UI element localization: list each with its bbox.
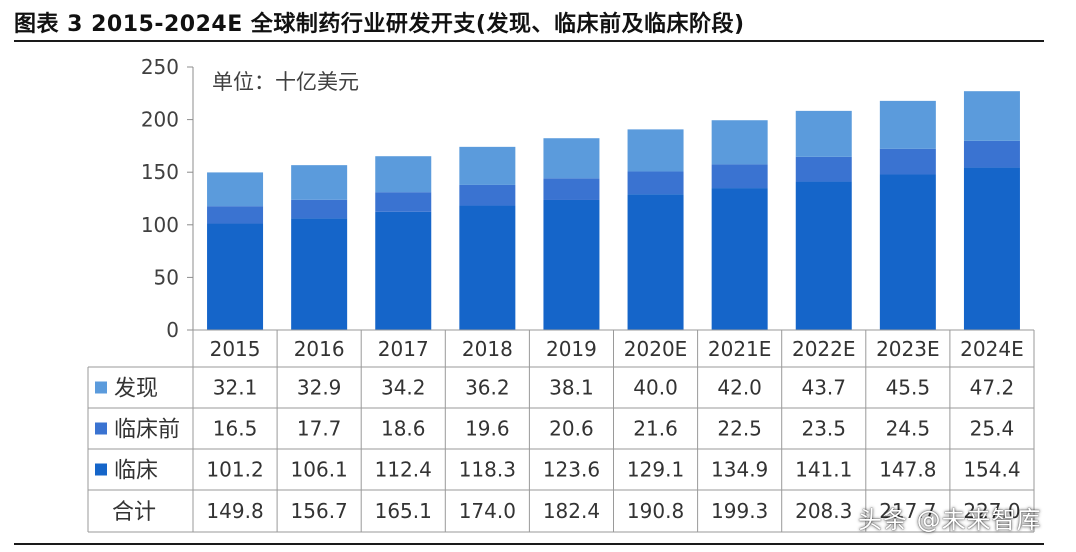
table-cell-value: 16.5 (213, 417, 258, 441)
table-cell-value: 24.5 (886, 417, 931, 441)
table-cell-value: 32.1 (213, 376, 258, 400)
bar-segment (459, 184, 516, 206)
bar-segment (795, 181, 852, 330)
table-cell-value: 227.0 (963, 499, 1020, 523)
table-cell-value: 42.0 (717, 376, 762, 400)
legend-swatch (95, 422, 107, 435)
table-cell-value: 23.5 (801, 417, 846, 441)
table-cell-value: 147.8 (879, 458, 936, 482)
table-cell-value: 112.4 (375, 458, 432, 482)
bottom-rule (14, 543, 1044, 545)
x-tick-label: 2020E (624, 337, 688, 361)
table-row-label: 临床 (114, 459, 158, 484)
table-cell-value: 149.8 (206, 499, 263, 523)
bar-segment (375, 156, 432, 193)
bar-segment (711, 188, 768, 330)
bar-segment (627, 171, 684, 195)
table-cell-value: 20.6 (549, 417, 594, 441)
bar-segment (207, 223, 264, 330)
table-cell-value: 18.6 (381, 417, 426, 441)
table-cell-value: 38.1 (549, 376, 594, 400)
table-cell-value: 217.7 (879, 499, 936, 523)
x-tick-label: 2018 (462, 337, 513, 361)
bar-segment (543, 178, 600, 200)
x-tick-label: 2016 (294, 337, 345, 361)
y-tick-label: 250 (141, 55, 179, 79)
bar-segment (543, 138, 600, 179)
table-cell-value: 165.1 (375, 499, 432, 523)
table-cell-value: 19.6 (465, 417, 510, 441)
table-cell-value: 156.7 (291, 499, 348, 523)
table-cell-value: 45.5 (886, 376, 931, 400)
bar-segment (207, 172, 264, 207)
table-cell-value: 118.3 (459, 458, 516, 482)
bar-segment (963, 91, 1020, 141)
y-tick-label: 150 (141, 160, 179, 184)
y-tick-label: 100 (141, 213, 179, 237)
bar-segment (459, 205, 516, 330)
x-tick-label: 2022E (792, 337, 856, 361)
table-cell-value: 123.6 (543, 458, 600, 482)
y-tick-label: 50 (154, 265, 179, 289)
table-cell-value: 174.0 (459, 499, 516, 523)
bar-segment (627, 129, 684, 172)
bar-segment (963, 167, 1020, 330)
table-cell-value: 106.1 (291, 458, 348, 482)
table-cell-value: 101.2 (206, 458, 263, 482)
bar-segment (543, 199, 600, 330)
table-cell-value: 43.7 (801, 376, 846, 400)
table-cell-value: 199.3 (711, 499, 768, 523)
bar-segment (879, 174, 936, 330)
bar-segment (459, 146, 516, 185)
bar-segment (963, 140, 1020, 168)
bar-segment (375, 211, 432, 330)
table-row-label: 发现 (114, 377, 158, 402)
legend-swatch (95, 381, 107, 394)
bar-segment (879, 148, 936, 175)
title-rule (14, 40, 1044, 42)
x-tick-label: 2021E (708, 337, 772, 361)
table-cell-value: 134.9 (711, 458, 768, 482)
chart-title: 图表 3 2015-2024E 全球制药行业研发开支(发现、临床前及临床阶段) (14, 12, 745, 37)
table-cell-value: 47.2 (970, 376, 1015, 400)
bar-segment (375, 192, 432, 212)
table-cell-value: 22.5 (717, 417, 762, 441)
x-tick-label: 2015 (210, 337, 261, 361)
x-tick-label: 2024E (960, 337, 1024, 361)
table-cell-value: 129.1 (627, 458, 684, 482)
table-cell-value: 208.3 (795, 499, 852, 523)
bar-segment (795, 110, 852, 157)
x-tick-label: 2019 (546, 337, 597, 361)
x-tick-label: 2017 (378, 337, 429, 361)
x-tick-label: 2023E (876, 337, 940, 361)
bar-segment (207, 206, 264, 224)
table-cell-value: 40.0 (633, 376, 678, 400)
table-cell-value: 32.9 (297, 376, 342, 400)
y-tick-label: 0 (166, 318, 179, 342)
legend-swatch (95, 463, 107, 476)
table-cell-value: 17.7 (297, 417, 342, 441)
table-row-label: 临床前 (114, 418, 180, 443)
table-cell-value: 25.4 (970, 417, 1015, 441)
bar-segment (711, 120, 768, 165)
table-cell-value: 154.4 (963, 458, 1020, 482)
table-cell-value: 141.1 (795, 458, 852, 482)
watermark: 头条 @未来智库 (858, 506, 1042, 534)
y-tick-label: 200 (141, 108, 179, 132)
bar-segment (879, 100, 936, 149)
bar-segment (795, 156, 852, 182)
table-cell-value: 21.6 (633, 417, 678, 441)
table-cell-value: 190.8 (627, 499, 684, 523)
bar-segment (291, 218, 348, 330)
table-cell-value: 182.4 (543, 499, 600, 523)
unit-label: 单位：十亿美元 (212, 70, 359, 94)
bar-segment (291, 165, 348, 200)
table-cell-value: 36.2 (465, 376, 510, 400)
bar-segment (291, 199, 348, 219)
bar-segment (711, 164, 768, 189)
table-cell-value: 34.2 (381, 376, 426, 400)
bar-segment (627, 194, 684, 330)
table-row-label: 合计 (112, 500, 156, 525)
